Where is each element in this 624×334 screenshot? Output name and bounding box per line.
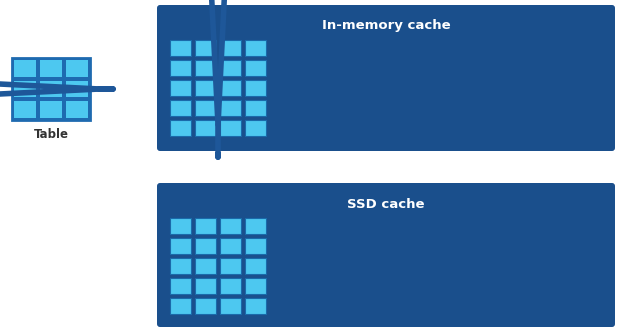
Bar [170,120,191,136]
Bar [195,60,216,76]
Bar [195,120,216,136]
Bar [170,218,191,234]
Bar [245,60,266,76]
Bar [195,80,216,96]
Bar [66,60,88,77]
Bar [12,58,90,120]
Bar [195,298,216,314]
Bar [195,100,216,116]
FancyBboxPatch shape [157,183,615,327]
Bar [66,81,88,97]
Bar [245,218,266,234]
Bar [245,278,266,294]
Bar [170,278,191,294]
Bar [245,100,266,116]
Bar [195,40,216,56]
Bar [220,218,241,234]
Bar [220,80,241,96]
Bar [170,298,191,314]
Bar [14,60,36,77]
Bar [14,81,36,97]
Bar [220,120,241,136]
Bar [245,298,266,314]
Bar [170,80,191,96]
Bar [220,40,241,56]
Bar [220,298,241,314]
Bar [220,100,241,116]
Bar [170,40,191,56]
Bar [245,258,266,274]
Bar [40,101,62,118]
Bar [220,238,241,254]
Bar [245,80,266,96]
Bar [195,218,216,234]
Bar [220,258,241,274]
Bar [220,278,241,294]
Bar [245,40,266,56]
Bar [195,258,216,274]
Bar [14,101,36,118]
Bar [245,120,266,136]
Bar [170,258,191,274]
Bar [195,238,216,254]
Bar [195,278,216,294]
Bar [220,60,241,76]
Text: Table: Table [34,128,69,141]
Bar [40,60,62,77]
Bar [170,60,191,76]
Bar [245,238,266,254]
Bar [170,100,191,116]
Text: SSD cache: SSD cache [347,197,425,210]
Text: In-memory cache: In-memory cache [322,19,451,32]
Bar [40,81,62,97]
Bar [66,101,88,118]
Bar [170,238,191,254]
FancyBboxPatch shape [157,5,615,151]
